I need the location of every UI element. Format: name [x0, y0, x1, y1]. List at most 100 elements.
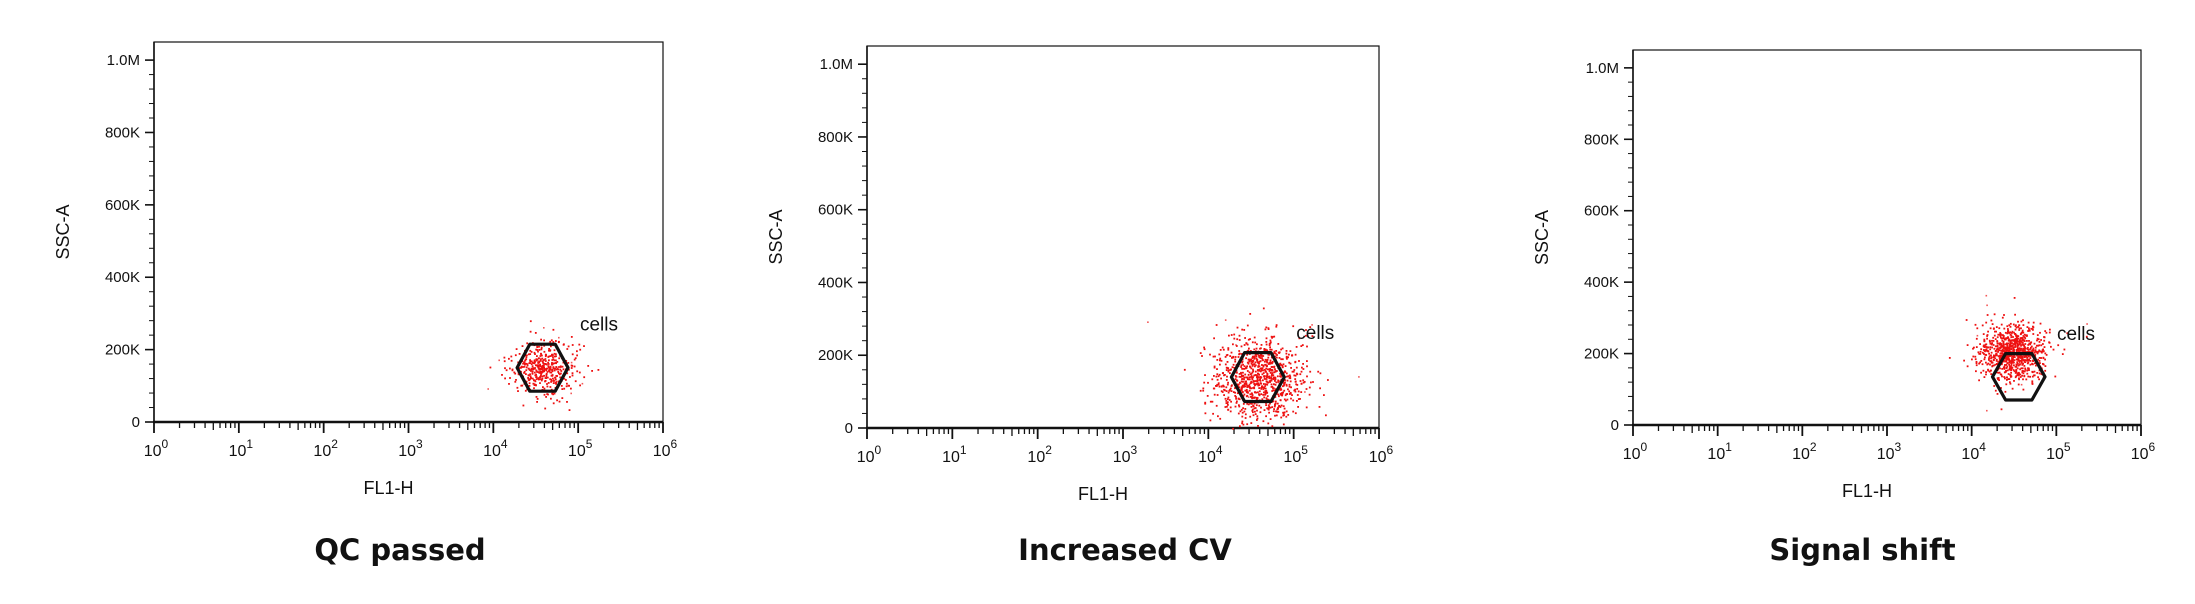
event-dot: [2038, 360, 2041, 362]
event-dot: [1271, 362, 1274, 364]
event-dot: [1975, 364, 1978, 367]
event-dot: [1989, 369, 1992, 372]
event-dot: [2027, 367, 2029, 370]
event-dot: [1240, 366, 1242, 368]
event-dot: [2006, 355, 2009, 358]
event-dot: [1994, 350, 1997, 352]
event-dot: [1288, 353, 1290, 356]
event-dot: [1243, 329, 1246, 331]
event-dot: [1253, 355, 1256, 358]
event-dot: [2042, 350, 2045, 353]
event-dot: [1309, 370, 1312, 373]
event-dot: [2002, 347, 2005, 350]
event-dot: [1274, 403, 1276, 406]
event-dot: [1990, 351, 1993, 354]
event-dot: [1306, 375, 1308, 378]
event-dot: [1303, 381, 1306, 383]
event-dot: [2014, 325, 2017, 327]
event-dot: [1269, 362, 1271, 365]
event-dot: [1268, 368, 1271, 371]
event-dot: [1262, 394, 1265, 396]
event-dot: [550, 339, 553, 342]
event-dot: [2004, 348, 2007, 350]
event-dot: [1269, 348, 1272, 351]
event-dot: [1207, 381, 1209, 384]
event-dot: [1267, 422, 1270, 425]
event-dot: [1216, 359, 1219, 361]
event-dot: [1254, 407, 1257, 409]
event-dot: [1251, 409, 1254, 412]
event-dot: [533, 387, 535, 390]
event-dot: [1258, 355, 1261, 358]
gate-hexagon[interactable]: [1229, 351, 1286, 404]
event-dot: [1264, 375, 1266, 377]
event-dot: [1223, 394, 1225, 396]
event-dot: [2024, 347, 2027, 350]
event-dot: [571, 353, 574, 356]
event-dot: [1983, 358, 1986, 361]
event-dot: [1277, 343, 1280, 345]
event-dot: [1287, 414, 1290, 416]
event-dot: [1254, 365, 1256, 368]
event-dot: [2001, 354, 2004, 357]
event-dot: [2024, 367, 2027, 370]
event-dot: [1276, 375, 1279, 378]
event-dot: [570, 336, 573, 338]
event-dot: [523, 365, 526, 368]
event-dot: [2015, 375, 2018, 377]
event-dot: [2006, 365, 2009, 368]
event-dot: [1226, 398, 1229, 400]
event-dot: [1265, 404, 1267, 406]
event-dot: [531, 361, 534, 364]
event-dot: [2085, 335, 2088, 338]
event-dot: [535, 384, 537, 387]
event-dot: [1238, 373, 1241, 375]
event-dot: [1209, 353, 1211, 356]
event-dot: [1299, 398, 1301, 400]
event-dot: [2005, 364, 2008, 366]
event-dot: [2032, 363, 2034, 366]
event-dot: [1226, 405, 1228, 408]
event-dot: [1269, 341, 1272, 344]
event-dot: [1260, 344, 1263, 346]
event-dot: [2028, 327, 2030, 330]
event-dot: [1287, 356, 1289, 359]
event-dot: [2045, 331, 2048, 334]
event-dot: [1233, 333, 1236, 336]
event-dot: [1283, 384, 1285, 387]
gate-hexagon[interactable]: [515, 342, 570, 393]
event-dot: [1276, 370, 1278, 372]
x-tick-label: 101: [229, 437, 254, 460]
event-dot: [1260, 406, 1262, 409]
event-dot: [1986, 350, 1989, 352]
event-dot: [2015, 341, 2018, 343]
event-dot: [1995, 358, 1998, 361]
event-dot: [1989, 363, 1991, 366]
event-dot: [1995, 352, 1998, 355]
event-dot: [1984, 350, 1986, 353]
event-dot: [1263, 396, 1266, 399]
event-dot: [1257, 365, 1260, 367]
x-tick-label: 102: [313, 437, 338, 460]
event-dot: [536, 371, 538, 373]
event-dot: [1983, 353, 1985, 355]
event-dot: [514, 380, 517, 383]
event-dot: [1255, 355, 1258, 358]
event-dot: [556, 375, 558, 377]
event-dot: [1241, 361, 1243, 364]
event-dot: [2022, 388, 2025, 391]
event-dot: [1972, 347, 1974, 350]
event-dot: [1990, 373, 1993, 375]
event-dot: [1240, 345, 1243, 348]
event-dot: [2019, 349, 2022, 351]
gate-hexagon[interactable]: [1990, 352, 2047, 402]
event-dot: [1988, 359, 1990, 361]
event-dot: [2033, 370, 2036, 373]
event-dot: [2017, 335, 2020, 337]
event-dot: [1247, 362, 1250, 365]
event-dot: [2003, 327, 2006, 330]
event-dot: [1228, 334, 1230, 337]
event-dot: [2037, 338, 2040, 341]
event-dot: [1294, 390, 1297, 393]
event-dot: [536, 355, 538, 357]
